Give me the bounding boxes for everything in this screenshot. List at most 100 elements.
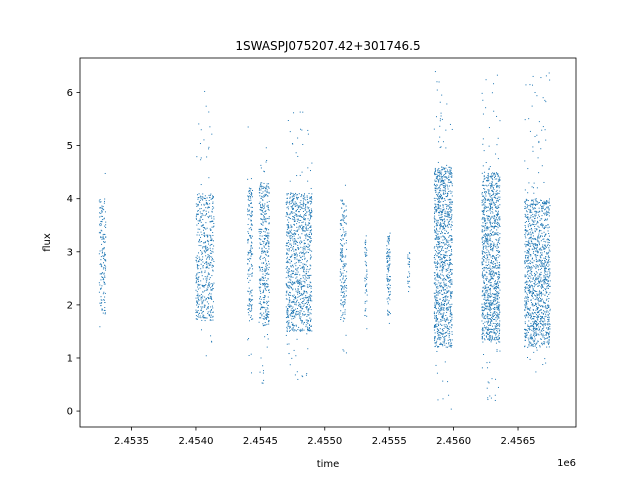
data-point xyxy=(208,297,210,299)
data-point xyxy=(289,203,291,205)
data-point xyxy=(497,339,499,341)
data-point xyxy=(446,275,448,277)
data-point xyxy=(435,342,437,344)
data-point xyxy=(307,239,309,241)
data-point xyxy=(265,264,267,266)
data-point xyxy=(497,200,499,202)
data-point xyxy=(538,294,540,296)
data-point xyxy=(498,307,500,309)
data-point xyxy=(487,192,489,194)
data-point xyxy=(531,199,533,201)
data-point xyxy=(199,218,201,220)
data-point xyxy=(493,311,495,313)
data-point xyxy=(438,237,440,239)
data-point xyxy=(286,252,288,254)
data-point xyxy=(303,214,305,216)
data-point xyxy=(287,208,289,210)
data-point xyxy=(530,203,532,205)
data-point xyxy=(290,224,292,226)
data-point xyxy=(437,285,439,287)
data-point xyxy=(449,181,451,183)
data-point xyxy=(289,314,291,316)
data-point xyxy=(267,207,269,209)
data-point xyxy=(433,329,435,331)
data-point xyxy=(263,194,265,196)
data-point xyxy=(434,275,436,277)
data-point xyxy=(310,282,312,284)
data-point xyxy=(482,240,484,242)
data-point xyxy=(444,260,446,262)
data-point xyxy=(448,216,450,218)
data-point xyxy=(289,193,291,195)
data-point xyxy=(266,185,268,187)
data-point xyxy=(498,262,500,264)
data-point xyxy=(295,253,297,255)
data-point xyxy=(203,285,205,287)
data-point xyxy=(299,305,301,307)
data-point xyxy=(446,241,448,243)
data-point xyxy=(300,310,302,312)
data-point xyxy=(308,308,310,310)
data-point xyxy=(489,304,491,306)
data-point xyxy=(297,293,299,295)
data-point xyxy=(408,263,410,265)
data-point xyxy=(200,216,202,218)
data-point xyxy=(263,235,265,237)
data-point xyxy=(100,215,102,217)
data-point xyxy=(481,202,483,204)
data-point xyxy=(195,215,197,217)
data-point xyxy=(434,249,436,251)
data-point xyxy=(262,318,264,320)
data-point xyxy=(450,209,452,211)
data-point xyxy=(437,346,439,348)
data-point xyxy=(205,207,207,209)
data-point xyxy=(493,221,495,223)
data-point xyxy=(485,193,487,195)
data-point xyxy=(527,204,529,206)
data-point xyxy=(488,318,490,320)
data-point xyxy=(441,293,443,295)
data-point xyxy=(294,248,296,250)
data-point xyxy=(435,286,437,288)
data-point xyxy=(488,145,490,147)
data-point xyxy=(486,252,488,254)
data-point xyxy=(494,296,496,298)
data-point xyxy=(203,299,205,301)
data-point xyxy=(208,243,210,245)
data-point xyxy=(264,324,266,326)
data-point xyxy=(444,257,446,259)
data-point xyxy=(204,227,206,229)
data-point xyxy=(439,217,441,219)
data-point xyxy=(210,295,212,297)
data-point xyxy=(446,241,448,243)
data-point xyxy=(345,233,347,235)
data-point xyxy=(485,180,487,182)
data-point xyxy=(444,265,446,267)
data-point xyxy=(285,202,287,204)
data-point xyxy=(344,275,346,277)
data-point xyxy=(436,236,438,238)
data-point xyxy=(196,194,198,196)
data-point xyxy=(447,346,449,348)
data-point xyxy=(525,226,527,228)
data-point xyxy=(489,199,491,201)
data-point xyxy=(499,281,501,283)
data-point xyxy=(205,203,207,205)
data-point xyxy=(450,320,452,322)
data-point xyxy=(341,256,343,258)
data-point xyxy=(540,259,542,261)
data-point xyxy=(291,324,293,326)
data-point xyxy=(494,332,496,334)
data-point xyxy=(388,314,390,316)
data-point xyxy=(307,277,309,279)
data-point xyxy=(447,232,449,234)
data-point xyxy=(343,295,345,297)
data-point xyxy=(435,319,437,321)
data-point xyxy=(441,197,443,199)
data-point xyxy=(204,195,206,197)
data-point xyxy=(484,285,486,287)
data-point xyxy=(493,234,495,236)
data-point xyxy=(435,364,437,366)
data-point xyxy=(446,255,448,257)
data-point xyxy=(488,167,490,169)
